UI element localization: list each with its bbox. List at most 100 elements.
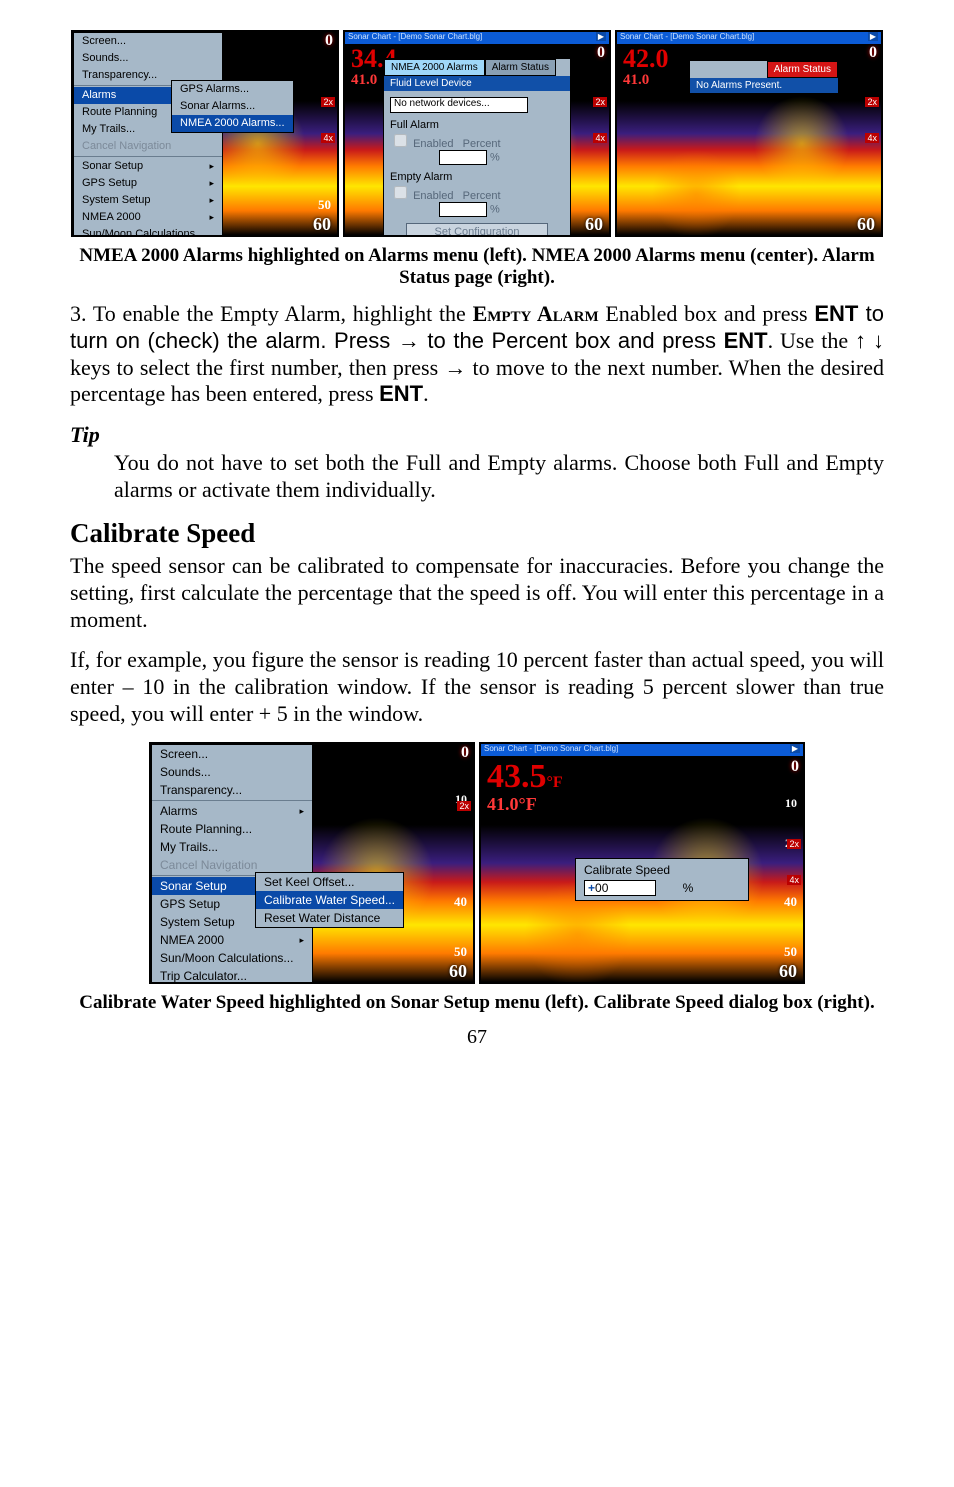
calibrate-p1: The speed sensor can be calibrated to co… bbox=[70, 553, 884, 633]
nmea-alarms-dialog[interactable]: NMEA 2000 Alarms Alarm Status Fluid Leve… bbox=[383, 58, 571, 237]
close-icon[interactable]: ▶ bbox=[790, 744, 800, 753]
zoom-2x: 2x bbox=[593, 97, 607, 107]
sub-keel-offset[interactable]: Set Keel Offset... bbox=[256, 873, 403, 891]
mi-sunmoon[interactable]: Sun/Moon Calculations... bbox=[152, 949, 312, 967]
calibrate-speed-heading: Calibrate Speed bbox=[70, 518, 884, 549]
percent-label: Percent bbox=[463, 190, 501, 202]
full-enabled-checkbox[interactable] bbox=[394, 134, 407, 147]
window-titlebar: Sonar Chart - [Demo Sonar Chart.blg]▶ bbox=[617, 32, 881, 44]
zoom-scale: 2x 4x bbox=[865, 97, 879, 143]
full-percent-input[interactable] bbox=[439, 150, 487, 165]
page-number: 67 bbox=[70, 1026, 884, 1049]
scale-10: 10 bbox=[785, 796, 797, 811]
mi-sounds[interactable]: Sounds... bbox=[152, 763, 312, 781]
tab-alarm-status[interactable]: Alarm Status bbox=[485, 59, 556, 76]
scale-bottom: 60 bbox=[313, 214, 331, 235]
scale-50: 50 bbox=[784, 944, 797, 960]
close-icon[interactable]: ▶ bbox=[596, 32, 606, 41]
set-configuration-button[interactable]: Set Configuration bbox=[406, 223, 548, 237]
ent-key: ENT bbox=[379, 381, 423, 406]
zoom-scale: 2x 4x bbox=[321, 97, 335, 143]
mi-transparency[interactable]: Transparency... bbox=[152, 781, 312, 799]
mi-route[interactable]: Route Planning... bbox=[152, 820, 312, 838]
zoom-4x: 4x bbox=[787, 875, 801, 885]
no-alarms-msg: No Alarms Present. bbox=[690, 78, 838, 93]
zoom-2x: 2x bbox=[787, 839, 801, 849]
screenshot-alarm-status: Sonar Chart - [Demo Sonar Chart.blg]▶ 42… bbox=[615, 30, 883, 237]
mi-nmea2000[interactable]: NMEA 2000 bbox=[74, 209, 222, 226]
window-titlebar: Sonar Chart - [Demo Sonar Chart.blg]▶ bbox=[345, 32, 609, 44]
depth-readout: 0 bbox=[791, 758, 799, 776]
full-alarm-group: Full Alarm Enabled Percent % bbox=[390, 119, 564, 165]
mi-trails[interactable]: My Trails... bbox=[152, 838, 312, 856]
figure-bottom-row: 0 10 Screen... Sounds... Transparency...… bbox=[70, 742, 884, 984]
full-alarm-label: Full Alarm bbox=[390, 119, 564, 131]
calibrate-value-input[interactable]: +00 bbox=[584, 880, 656, 896]
device-select[interactable]: No network devices... bbox=[390, 97, 528, 113]
depth-readout: 0 bbox=[461, 744, 469, 762]
sub-calibrate-water-speed[interactable]: Calibrate Water Speed... bbox=[256, 891, 403, 909]
temperature-large: 42.0 bbox=[623, 44, 669, 74]
enabled-label: Enabled bbox=[413, 190, 453, 202]
screenshot-nmea-dialog: Sonar Chart - [Demo Sonar Chart.blg]▶ 34… bbox=[343, 30, 611, 237]
zoom-scale: 2x 4x bbox=[593, 97, 607, 143]
zoom-4x: 4x bbox=[865, 133, 879, 143]
scale-50: 50 bbox=[454, 944, 467, 960]
tip-body: You do not have to set both the Full and… bbox=[70, 450, 884, 504]
figure-top-caption: NMEA 2000 Alarms highlighted on Alarms m… bbox=[70, 245, 884, 289]
zoom-2x: 2x bbox=[321, 97, 335, 107]
scale-bottom: 60 bbox=[857, 214, 875, 235]
screenshot-alarms-menu: 0 Screen... Sounds... Transparency... Al… bbox=[71, 30, 339, 237]
calibrate-speed-dialog[interactable]: Calibrate Speed +00 % bbox=[575, 858, 749, 901]
enabled-label: Enabled bbox=[413, 138, 453, 150]
zoom-scale: 2x bbox=[457, 801, 471, 811]
ent-key: ENT bbox=[724, 328, 768, 353]
empty-alarm-label: Empty Alarm bbox=[390, 171, 564, 183]
mi-alarms[interactable]: Alarms bbox=[152, 802, 312, 820]
mi-screen[interactable]: Screen... bbox=[74, 33, 222, 50]
sub-sonar-alarms[interactable]: Sonar Alarms... bbox=[172, 98, 293, 115]
ent-key: ENT bbox=[814, 301, 858, 326]
fluid-level-header: Fluid Level Device bbox=[384, 76, 570, 91]
mi-cancel-nav: Cancel Navigation bbox=[74, 138, 222, 155]
empty-percent-input[interactable] bbox=[439, 202, 487, 217]
mi-nmea2000[interactable]: NMEA 2000 bbox=[152, 931, 312, 949]
empty-alarm-label: Empty Alarm bbox=[473, 301, 599, 326]
sub-gps-alarms[interactable]: GPS Alarms... bbox=[172, 81, 293, 98]
pct-sign: % bbox=[490, 203, 500, 215]
scale-bottom: 60 bbox=[449, 961, 467, 982]
tab-nmea-alarms[interactable]: NMEA 2000 Alarms bbox=[384, 59, 485, 76]
figure-bottom-caption: Calibrate Water Speed highlighted on Son… bbox=[70, 992, 884, 1014]
alarm-status-dialog[interactable]: Alarm Status No Alarms Present. bbox=[689, 60, 839, 94]
sub-nmea-alarms[interactable]: NMEA 2000 Alarms... bbox=[172, 115, 293, 132]
sonar-setup-submenu[interactable]: Set Keel Offset... Calibrate Water Speed… bbox=[255, 872, 404, 928]
close-icon[interactable]: ▶ bbox=[868, 32, 878, 41]
mi-sunmoon[interactable]: Sun/Moon Calculations... bbox=[74, 226, 222, 237]
empty-enabled-checkbox[interactable] bbox=[394, 186, 407, 199]
sub-reset-water-distance[interactable]: Reset Water Distance bbox=[256, 909, 403, 927]
tip-heading: Tip bbox=[70, 422, 884, 448]
main-menu[interactable]: Screen... Sounds... Transparency... Alar… bbox=[73, 32, 223, 237]
temperature-large: 43.5°F bbox=[487, 758, 563, 796]
main-menu[interactable]: Screen... Sounds... Transparency... Alar… bbox=[151, 744, 313, 984]
empty-alarm-group: Empty Alarm Enabled Percent % bbox=[390, 171, 564, 217]
mi-system-setup[interactable]: System Setup bbox=[74, 192, 222, 209]
mi-sounds[interactable]: Sounds... bbox=[74, 50, 222, 67]
zoom-scale: 2x 4x bbox=[787, 839, 801, 885]
temperature-small: 41.0 bbox=[351, 72, 377, 89]
mi-gps-setup[interactable]: GPS Setup bbox=[74, 175, 222, 192]
percent-label: Percent bbox=[463, 138, 501, 150]
screenshot-calibrate-speed: Sonar Chart - [Demo Sonar Chart.blg]▶ 43… bbox=[479, 742, 805, 984]
alarms-submenu[interactable]: GPS Alarms... Sonar Alarms... NMEA 2000 … bbox=[171, 80, 294, 133]
zoom-2x: 2x bbox=[457, 801, 471, 811]
screenshot-sonar-setup-menu: 0 10 Screen... Sounds... Transparency...… bbox=[149, 742, 475, 984]
tab-alarm-status[interactable]: Alarm Status bbox=[767, 61, 838, 78]
mi-sonar-setup[interactable]: Sonar Setup bbox=[74, 158, 222, 175]
mi-trip[interactable]: Trip Calculator... bbox=[152, 967, 312, 984]
zoom-2x: 2x bbox=[865, 97, 879, 107]
plus-icon: + bbox=[588, 881, 595, 895]
mi-screen[interactable]: Screen... bbox=[152, 745, 312, 763]
pct-sign: % bbox=[490, 151, 500, 163]
scale-40: 40 bbox=[454, 894, 467, 910]
pct-sign: % bbox=[683, 881, 694, 895]
